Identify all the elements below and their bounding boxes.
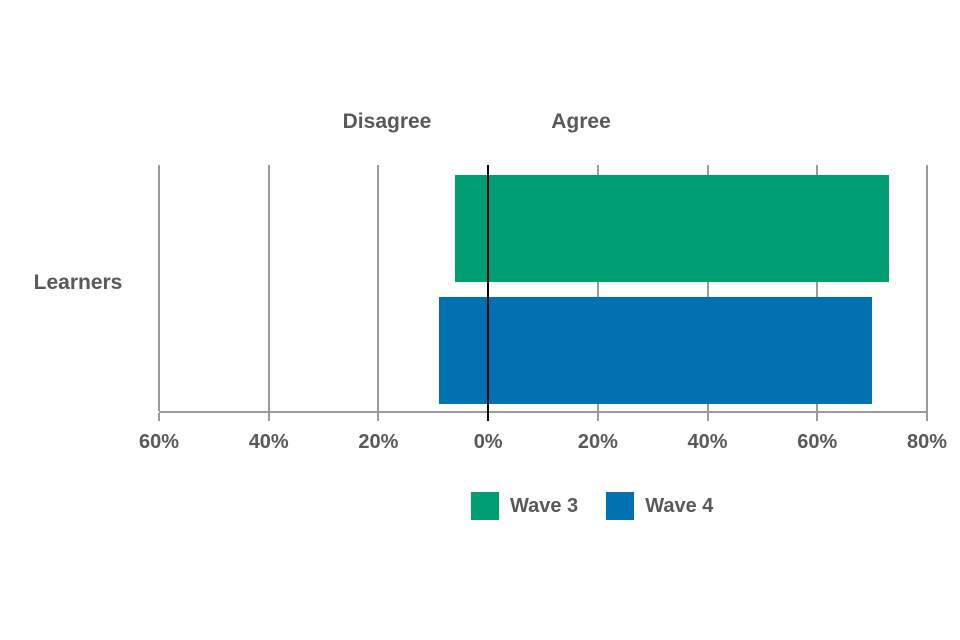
tick-label-20%: 20%	[577, 431, 618, 453]
axis-tick-20%	[377, 413, 380, 421]
axis-tick-60%	[158, 413, 160, 421]
gridline-60%	[816, 165, 819, 411]
legend-item-wave-4: Wave 4	[606, 492, 713, 520]
gridline-20%	[596, 165, 599, 411]
axis-tick-80%	[926, 413, 928, 421]
legend-label-wave-3: Wave 3	[510, 494, 579, 517]
x-axis-ticks	[158, 413, 928, 421]
gridline-80%	[926, 165, 928, 411]
disagree-header-label: Disagree	[342, 110, 432, 133]
tick-label-80%: 80%	[906, 431, 948, 453]
axis-tick-20%	[596, 413, 599, 421]
gridline-20%	[377, 165, 380, 411]
tick-label-60%: 60%	[797, 431, 838, 453]
agree-header-label: Agree	[551, 110, 611, 133]
legend-item-wave-3: Wave 3	[471, 492, 578, 520]
tick-label-20%: 20%	[358, 431, 399, 453]
plot-area	[158, 165, 928, 421]
tick-label-60%: 60%	[138, 431, 180, 453]
legend-label-wave-4: Wave 4	[645, 494, 714, 517]
gridline-40%	[267, 165, 270, 411]
zero-line	[487, 165, 490, 421]
x-axis-tick-labels: 60% 40% 20% 0% 20% 40% 60% 80%	[139, 431, 947, 455]
gridline-60%	[158, 165, 160, 411]
bar-wave-3	[455, 175, 889, 282]
legend: Wave 3 Wave 4	[471, 492, 713, 520]
tick-label-40%: 40%	[687, 431, 728, 453]
bar-wave-4	[438, 297, 873, 404]
legend-swatch-wave-4	[606, 492, 635, 520]
tick-label-0%: 0%	[473, 431, 503, 453]
tick-label-40%: 40%	[248, 431, 289, 453]
legend-swatch-wave-3	[471, 492, 499, 520]
axis-tick-40%	[706, 413, 709, 421]
x-axis-line	[159, 411, 928, 413]
axis-tick-60%	[816, 413, 819, 421]
category-label-learners: Learners	[33, 271, 123, 294]
gridline-40%	[706, 165, 709, 411]
axis-tick-40%	[267, 413, 270, 421]
